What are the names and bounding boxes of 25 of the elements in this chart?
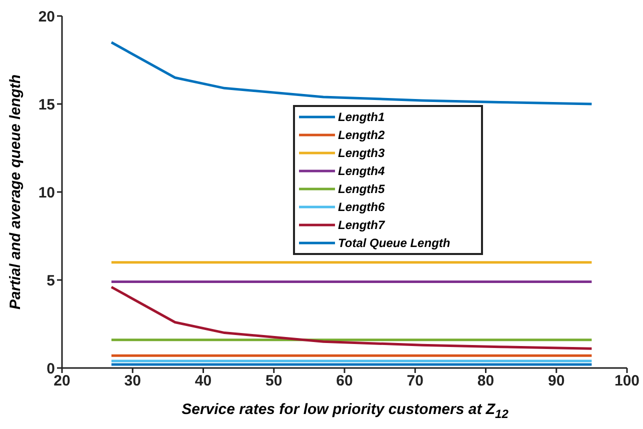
y-tick-label: 15: [38, 96, 55, 114]
legend-label: Length4: [338, 164, 385, 178]
legend-label: Length1: [338, 110, 385, 124]
x-tick-label: 80: [477, 372, 494, 390]
x-tick-label: 40: [194, 372, 212, 390]
x-tick-label: 70: [406, 372, 424, 390]
y-tick-label: 10: [38, 184, 55, 202]
y-tick-label: 0: [46, 360, 55, 378]
x-tick-label: 60: [336, 372, 353, 390]
y-axis-title: Partial and average queue length: [7, 74, 24, 310]
legend-label: Length7: [338, 218, 385, 232]
legend-label: Length5: [338, 182, 385, 196]
x-tick-label: 30: [124, 372, 141, 390]
x-tick-label: 100: [614, 372, 640, 390]
line-series: [110, 41, 593, 106]
line-series: [110, 286, 593, 350]
legend-label: Length2: [338, 128, 385, 142]
legend-label: Length3: [338, 146, 385, 160]
x-tick-label: 90: [548, 372, 565, 390]
x-axis-title: Service rates for low priority customers at Z$_{12}$: [182, 401, 509, 421]
legend-label: Length6: [338, 200, 385, 214]
x-tick-label: 50: [266, 372, 282, 390]
legend-label: Total Queue Length: [338, 236, 450, 250]
y-tick-label: 20: [38, 8, 55, 26]
y-tick-label: 5: [46, 272, 55, 290]
